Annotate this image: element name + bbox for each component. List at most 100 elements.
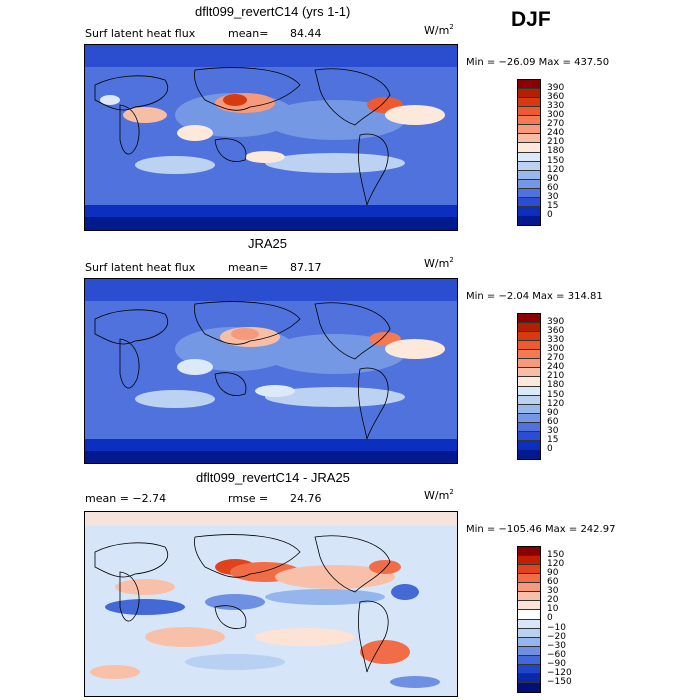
colorbar-tick-label: −60 — [547, 649, 566, 660]
colorbar-tick-label: 300 — [547, 110, 565, 121]
colorbar-swatch — [518, 134, 540, 144]
colorbar-swatch — [518, 89, 540, 99]
colorbar-swatch — [518, 574, 540, 584]
colorbar-tick-label: 180 — [547, 380, 565, 391]
colorbar-tick-label: 390 — [547, 83, 565, 93]
panel3-map-svg — [85, 512, 457, 696]
panel1-colorbar-labels: 390 360 330 300 270 240 210 180 150 120 90 60 30 15 0 — [547, 84, 587, 229]
colorbar-swatch — [518, 646, 540, 656]
colorbar-swatch — [518, 592, 540, 602]
colorbar-swatch — [518, 152, 540, 162]
colorbar-swatch — [518, 314, 540, 324]
colorbar-tick-label: 90 — [547, 173, 559, 184]
colorbar-swatch — [518, 116, 540, 126]
panel1-colorbar — [517, 79, 541, 226]
panel2-variable-label: Surf latent heat flux — [85, 261, 196, 274]
colorbar-swatch — [518, 601, 540, 611]
colorbar-swatch — [518, 565, 540, 575]
colorbar-swatch — [518, 215, 540, 225]
colorbar-tick-label: 360 — [547, 326, 565, 337]
colorbar-swatch — [518, 386, 540, 396]
colorbar-swatch — [518, 682, 540, 692]
colorbar-tick-label: 90 — [547, 407, 559, 418]
panel3-rmse-value: 24.76 — [290, 492, 322, 505]
colorbar-tick-label: 210 — [547, 371, 565, 382]
colorbar-tick-label: 210 — [547, 137, 565, 148]
colorbar-swatch — [518, 170, 540, 180]
panel2-units: W/m2 — [424, 256, 454, 270]
colorbar-tick-label: 300 — [547, 344, 565, 355]
colorbar-tick-label: −120 — [547, 667, 572, 678]
colorbar-tick-label: 120 — [547, 398, 565, 409]
panel1-mean-value: 84.44 — [290, 27, 322, 40]
colorbar-tick-label: 390 — [547, 317, 565, 327]
panel2-title: JRA25 — [248, 236, 288, 251]
panel2-map — [84, 278, 458, 464]
panel1-mean-label: mean= — [228, 27, 269, 40]
colorbar-swatch — [518, 188, 540, 198]
colorbar-tick-label: 180 — [547, 146, 565, 157]
colorbar-tick-label: 120 — [547, 559, 565, 570]
colorbar-swatch — [518, 197, 540, 207]
colorbar-swatch — [518, 413, 540, 423]
panel1-map-svg — [85, 45, 457, 230]
colorbar-tick-label: 90 — [547, 568, 559, 579]
panel1-units: W/m2 — [424, 23, 454, 37]
colorbar-swatch — [518, 422, 540, 432]
colorbar-tick-label: 30 — [547, 425, 559, 436]
colorbar-swatch — [518, 664, 540, 674]
colorbar-swatch — [518, 359, 540, 369]
colorbar-swatch — [518, 431, 540, 441]
colorbar-swatch — [518, 404, 540, 414]
colorbar-swatch — [518, 368, 540, 378]
colorbar-swatch — [518, 161, 540, 171]
colorbar-swatch — [518, 547, 540, 557]
colorbar-tick-label: −20 — [547, 631, 566, 642]
colorbar-tick-label: 150 — [547, 550, 565, 560]
colorbar-tick-label: −90 — [547, 658, 566, 669]
panel3-mean-label: mean = −2.74 — [85, 492, 167, 505]
colorbar-tick-label: 270 — [547, 119, 565, 130]
colorbar-tick-label: 270 — [547, 353, 565, 364]
colorbar-swatch — [518, 341, 540, 351]
colorbar-tick-label: −30 — [547, 640, 566, 651]
panel1-map — [84, 44, 458, 231]
colorbar-tick-label: 15 — [547, 434, 559, 445]
colorbar-swatch — [518, 673, 540, 683]
colorbar-tick-label: 0 — [547, 613, 553, 624]
panel3-rmse-label: rmse = — [228, 492, 269, 505]
colorbar-swatch — [518, 98, 540, 108]
colorbar-tick-label: 10 — [547, 604, 559, 615]
colorbar-swatch — [518, 395, 540, 405]
colorbar-tick-label: 120 — [547, 164, 565, 175]
colorbar-swatch — [518, 449, 540, 459]
panel1-minmax: Min = −26.09 Max = 437.50 — [466, 57, 610, 68]
colorbar-tick-label: 60 — [547, 577, 559, 588]
colorbar-swatch — [518, 628, 540, 638]
panel3-map — [84, 511, 458, 697]
colorbar-swatch — [518, 332, 540, 342]
colorbar-swatch — [518, 143, 540, 153]
panel3-minmax: Min = −105.46 Max = 242.97 — [466, 524, 616, 535]
colorbar-tick-label: −150 — [547, 676, 572, 687]
panel2-mean-value: 87.17 — [290, 261, 322, 274]
colorbar-swatch — [518, 125, 540, 135]
colorbar-swatch — [518, 655, 540, 665]
colorbar-swatch — [518, 440, 540, 450]
colorbar-swatch — [518, 583, 540, 593]
colorbar-swatch — [518, 619, 540, 629]
panel3-colorbar — [517, 546, 541, 693]
colorbar-tick-label: 20 — [547, 595, 559, 606]
colorbar-tick-label: 60 — [547, 182, 559, 193]
panel1-variable-label: Surf latent heat flux — [85, 27, 196, 40]
colorbar-swatch — [518, 323, 540, 333]
colorbar-tick-label: 150 — [547, 155, 565, 166]
colorbar-swatch — [518, 556, 540, 566]
panel3-colorbar-labels: 150 120 90 60 30 20 10 0 −10 −20 −30 −60 −90 −120 −150 — [547, 551, 587, 696]
colorbar-tick-label: −10 — [547, 622, 566, 633]
colorbar-swatch — [518, 206, 540, 216]
panel2-colorbar — [517, 313, 541, 460]
colorbar-swatch — [518, 107, 540, 117]
panel2-mean-label: mean= — [228, 261, 269, 274]
colorbar-tick-label: 30 — [547, 586, 559, 597]
